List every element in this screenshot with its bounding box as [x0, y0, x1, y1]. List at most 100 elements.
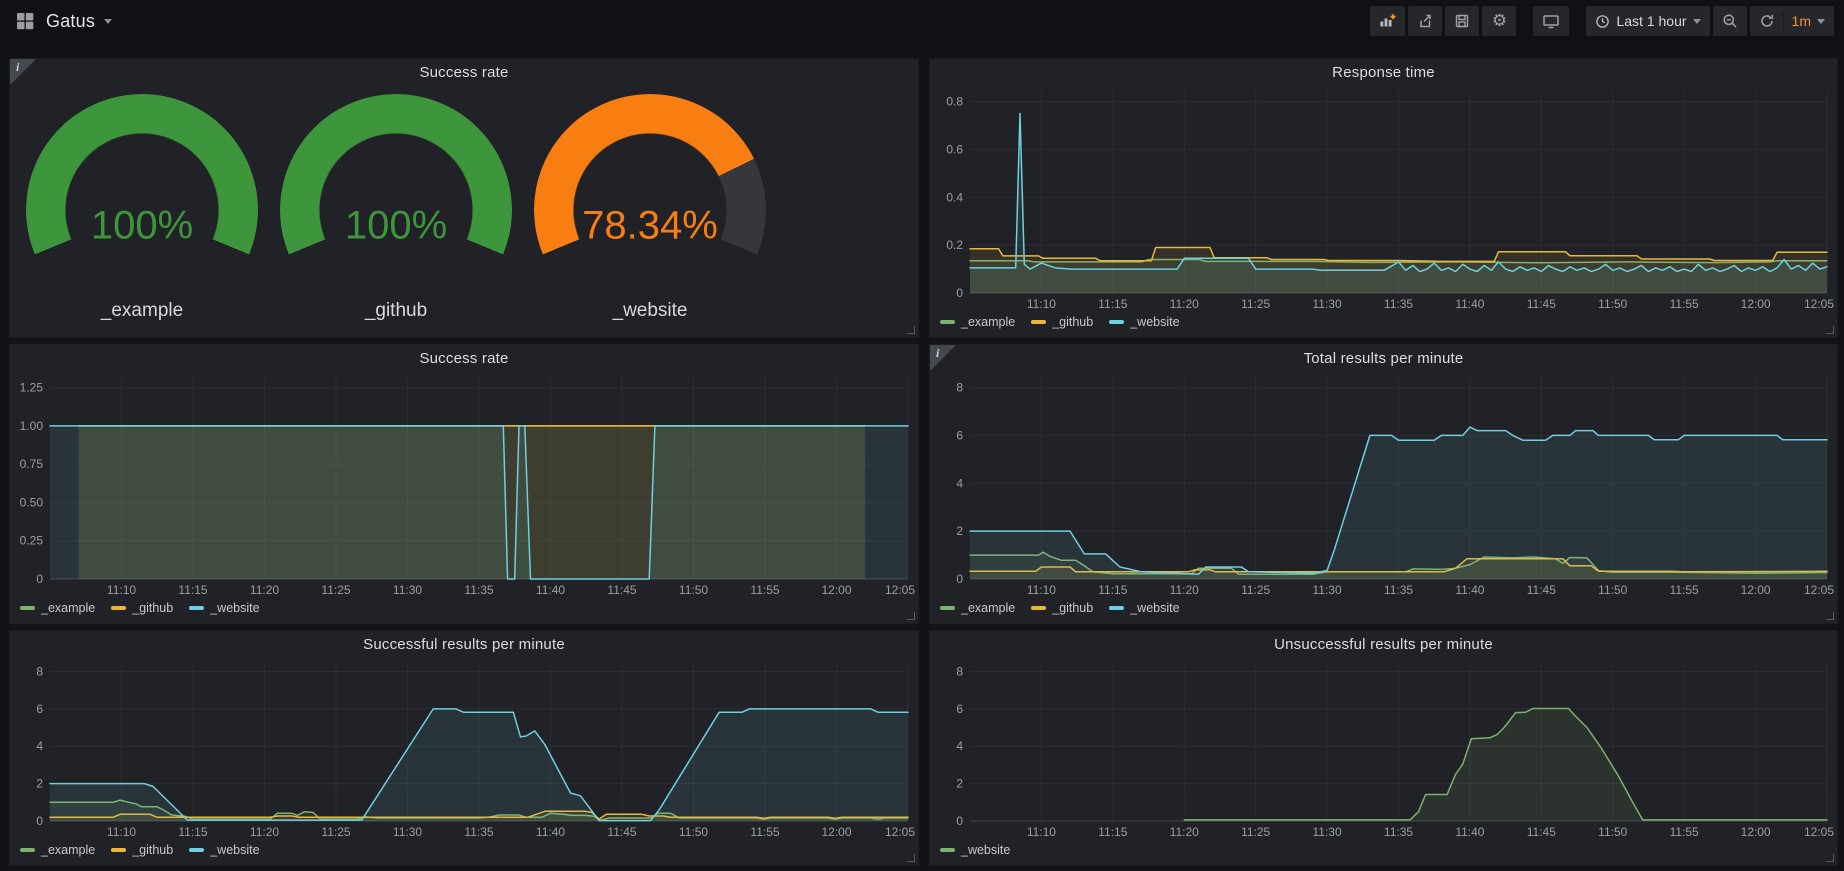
panel-info-icon[interactable]: i [10, 59, 36, 85]
gauge-_example: 100%_example [26, 94, 258, 326]
svg-text:0.4: 0.4 [946, 190, 963, 204]
svg-text:12:05: 12:05 [885, 825, 915, 839]
panel-info-icon[interactable]: i [930, 345, 956, 371]
success-rate-chart[interactable]: 00.250.500.751.001.2511:1011:1511:2011:2… [10, 371, 918, 599]
svg-text:11:45: 11:45 [1527, 825, 1556, 839]
legend-item-_example[interactable]: _example [20, 601, 95, 615]
share-button[interactable] [1408, 6, 1442, 36]
svg-text:11:55: 11:55 [1670, 583, 1699, 597]
legend-item-_github[interactable]: _github [111, 601, 173, 615]
panel-title[interactable]: Response time [930, 59, 1837, 85]
clock-icon [1595, 14, 1610, 29]
svg-text:0: 0 [36, 572, 43, 586]
svg-text:1.00: 1.00 [20, 419, 44, 433]
series-area [970, 427, 1827, 579]
y-axis-labels: 02468 [956, 664, 963, 828]
panel-title[interactable]: Total results per minute [930, 345, 1837, 371]
legend-item-_website[interactable]: _website [189, 601, 259, 615]
panel-title[interactable]: Successful results per minute [10, 631, 918, 657]
legend-label: _github [132, 601, 173, 615]
refresh-button[interactable]: 1m [1750, 6, 1834, 36]
legend-item-_website[interactable]: _website [1109, 315, 1179, 329]
svg-text:11:40: 11:40 [1455, 825, 1484, 839]
legend-label: _example [961, 315, 1015, 329]
save-button[interactable] [1445, 6, 1479, 36]
legend-swatch [20, 606, 35, 610]
zoom-out-button[interactable] [1713, 6, 1747, 36]
total-results-chart[interactable]: 0246811:1011:1511:2011:2511:3011:3511:40… [930, 371, 1837, 599]
svg-text:1.25: 1.25 [20, 381, 44, 395]
dashboard-title: Gatus [46, 11, 95, 32]
legend-label: _example [961, 601, 1015, 615]
successful-results-chart[interactable]: 02468 11:1011:1511:2011:2511:3011:3511:40… [10, 657, 918, 841]
x-axis-labels: 11:1011:1511:2011:2511:3011:3511:4011:45… [1027, 825, 1834, 839]
legend-label: _github [132, 843, 173, 857]
dashboard-title-dropdown[interactable]: Gatus [46, 11, 112, 32]
svg-text:12:05: 12:05 [1804, 825, 1834, 839]
svg-text:11:55: 11:55 [1670, 825, 1699, 839]
y-axis-labels: 00.250.500.751.001.25 [20, 381, 44, 586]
svg-text:11:25: 11:25 [1241, 583, 1270, 597]
svg-text:2: 2 [956, 777, 963, 791]
legend-label: _github [1052, 315, 1093, 329]
legend-label: _github [1052, 601, 1093, 615]
legend-swatch [940, 320, 955, 324]
panel-resize-handle[interactable] [907, 612, 915, 620]
tv-mode-button[interactable] [1533, 6, 1569, 36]
legend-item-_example[interactable]: _example [940, 601, 1015, 615]
panel-title[interactable]: Success rate [10, 345, 918, 371]
unsuccessful-results-chart[interactable]: 0246811:1011:1511:2011:2511:3011:3511:40… [930, 657, 1837, 841]
svg-text:11:30: 11:30 [1313, 297, 1342, 311]
panel-title[interactable]: Success rate [10, 59, 918, 85]
series-fill-_website [50, 426, 908, 579]
legend-item-_example[interactable]: _example [940, 315, 1015, 329]
settings-button[interactable]: ⚙ [1482, 6, 1516, 36]
y-axis-labels: 02468 [36, 664, 43, 828]
svg-text:12:00: 12:00 [1741, 297, 1771, 311]
svg-text:11:45: 11:45 [607, 825, 636, 839]
legend-swatch [1109, 606, 1124, 610]
svg-text:2: 2 [956, 524, 963, 538]
gauge-row: 100%_example100%_github78.34%_website [10, 85, 918, 337]
legend-item-_github[interactable]: _github [1031, 601, 1093, 615]
panel-resize-handle[interactable] [907, 854, 915, 862]
panel-response-time: Response time 00.20.40.60.811:1011:1511:… [929, 58, 1838, 338]
svg-text:11:45: 11:45 [1527, 583, 1556, 597]
legend-item-_website[interactable]: _website [940, 843, 1010, 857]
legend-swatch [1031, 606, 1046, 610]
svg-text:0.2: 0.2 [946, 238, 963, 252]
legend-item-_example[interactable]: _example [20, 843, 95, 857]
panel-resize-handle[interactable] [907, 326, 915, 334]
panel-resize-handle[interactable] [1826, 326, 1834, 334]
legend-item-_website[interactable]: _website [1109, 601, 1179, 615]
panel-title[interactable]: Unsuccessful results per minute [930, 631, 1837, 657]
y-axis-labels: 00.20.40.60.8 [946, 95, 963, 300]
panel-resize-handle[interactable] [1826, 854, 1834, 862]
dashboards-grid-icon[interactable] [14, 10, 36, 32]
legend-swatch [940, 606, 955, 610]
time-range-button[interactable]: Last 1 hour [1586, 6, 1709, 36]
legend-label: _website [210, 601, 259, 615]
svg-text:12:00: 12:00 [821, 825, 851, 839]
legend-item-_github[interactable]: _github [111, 843, 173, 857]
x-axis-labels: 11:1011:1511:2011:2511:3011:3511:4011:45… [107, 825, 915, 839]
gauge-label: _github [280, 300, 512, 322]
add-panel-button[interactable] [1370, 6, 1405, 36]
panel-unsuccessful-results: Unsuccessful results per minute 0246811:… [929, 630, 1838, 866]
legend-item-_github[interactable]: _github [1031, 315, 1093, 329]
chart-legend: _example _github _website [10, 599, 918, 623]
svg-text:4: 4 [956, 739, 963, 753]
legend-swatch [1109, 320, 1124, 324]
svg-text:11:45: 11:45 [607, 583, 636, 597]
svg-text:0.6: 0.6 [946, 142, 963, 156]
gauge-label: _example [26, 300, 258, 322]
svg-text:11:20: 11:20 [1170, 583, 1199, 597]
legend-item-_website[interactable]: _website [189, 843, 259, 857]
panel-resize-handle[interactable] [1826, 612, 1834, 620]
chart-legend: _example _github _website [10, 841, 918, 865]
chart-legend: _example _github _website [930, 599, 1837, 623]
svg-text:6: 6 [36, 702, 43, 716]
svg-text:11:30: 11:30 [393, 583, 422, 597]
svg-text:11:10: 11:10 [107, 825, 136, 839]
response-time-chart[interactable]: 00.20.40.60.811:1011:1511:2011:2511:3011… [930, 85, 1837, 313]
